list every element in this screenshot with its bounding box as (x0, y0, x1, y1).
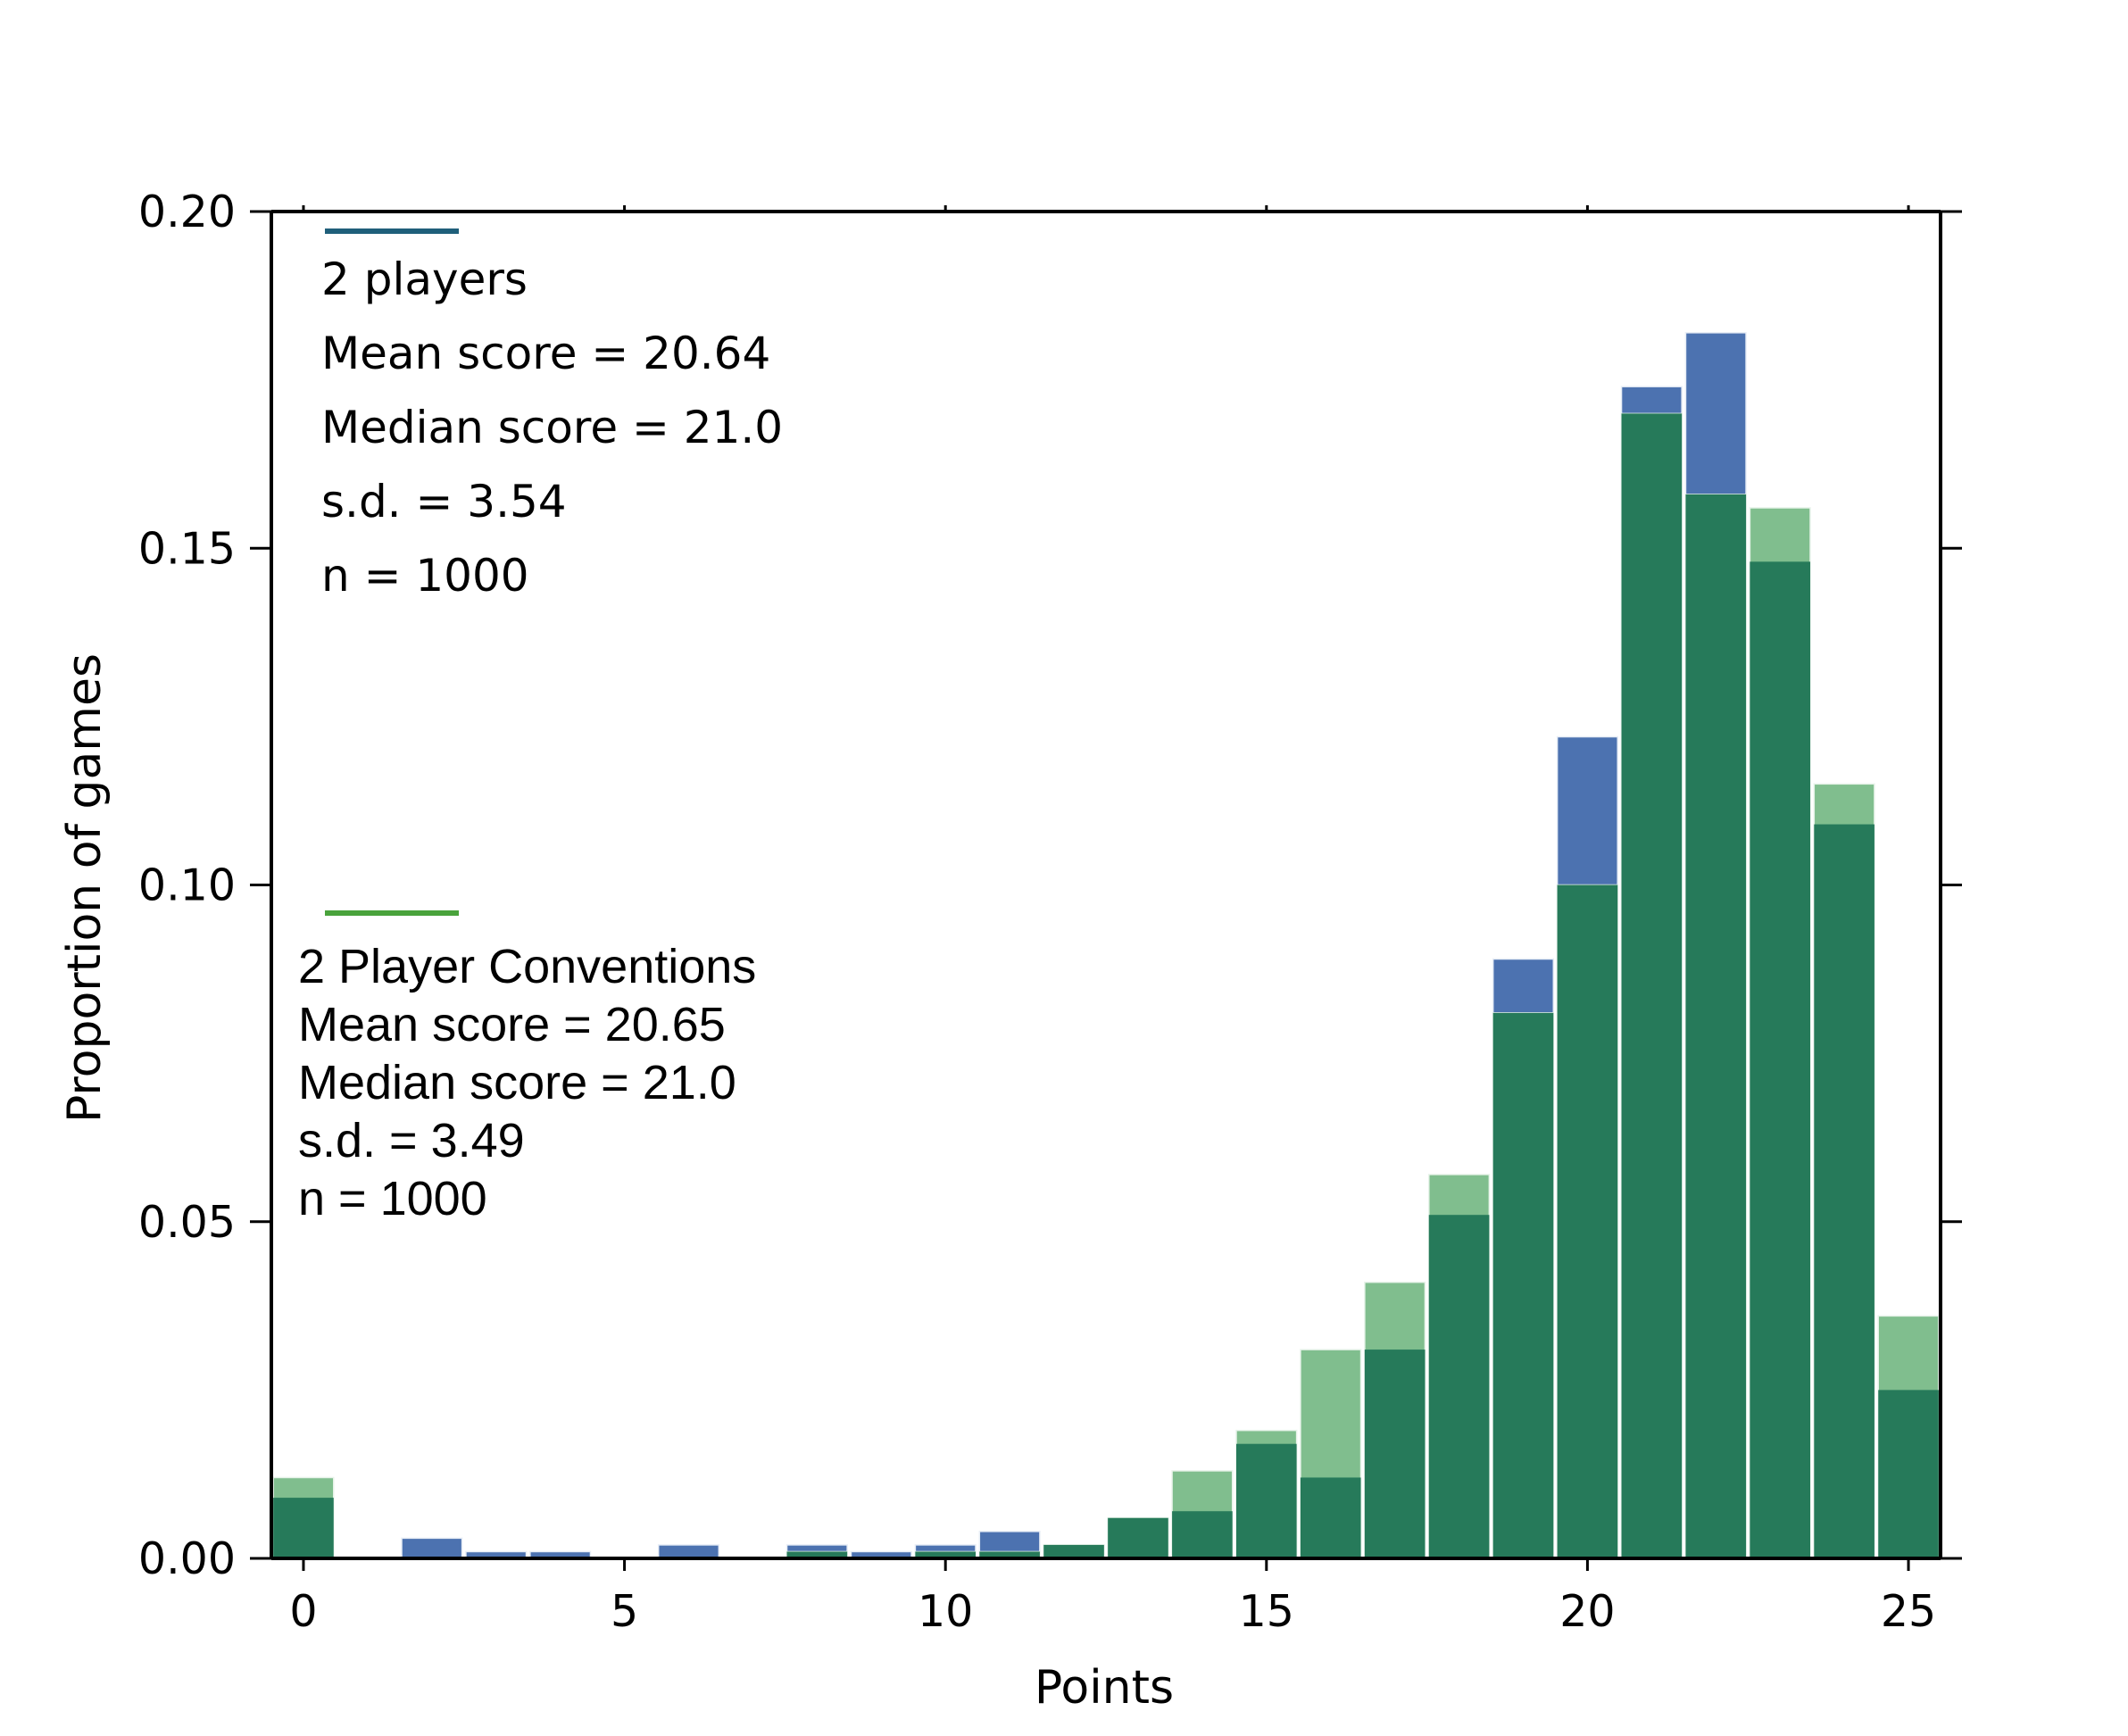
x-tick-label-20: 20 (1559, 1586, 1615, 1637)
bar-overlap-21 (1621, 413, 1683, 1559)
bars-layer (272, 332, 1940, 1559)
bar-overlap-11 (979, 1551, 1040, 1558)
bar-overlap-8 (786, 1551, 848, 1558)
stats-2-players-median: Median score = 21.0 (321, 402, 783, 453)
bar-overlap-23 (1750, 561, 1810, 1558)
bar-overlap-12 (1043, 1544, 1104, 1558)
bar-overlap-13 (1108, 1517, 1168, 1558)
axes-layer: 0 5 10 15 20 25 0.00 0.05 0.10 0.15 0.20 (138, 187, 1962, 1637)
x-axis-title: Points (1035, 1661, 1174, 1715)
stats-conventions-sd: s.d. = 3.49 (298, 1114, 525, 1167)
stats-2-players-mean: Mean score = 20.64 (321, 328, 770, 379)
y-axis-title: Proportion of games (58, 653, 112, 1123)
x-tick-label-5: 5 (611, 1586, 638, 1637)
bar-2-players-6 (657, 1544, 720, 1559)
stats-conventions-median: Median score = 21.0 (298, 1056, 736, 1109)
bar-overlap-17 (1364, 1350, 1426, 1558)
x-tick-label-15: 15 (1239, 1586, 1294, 1637)
stats-2-players-title: 2 players (321, 253, 528, 305)
y-tick-label-0.10: 0.10 (138, 860, 236, 911)
x-tick-label-10: 10 (918, 1586, 973, 1637)
stats-conventions-mean: Mean score = 20.65 (298, 998, 726, 1051)
y-tick-label-0.20: 0.20 (138, 187, 236, 237)
y-tick-label-0.00: 0.00 (138, 1533, 236, 1584)
y-tick-label-0.05: 0.05 (138, 1197, 236, 1248)
bar-2-players-2 (401, 1537, 463, 1559)
bar-overlap-15 (1236, 1443, 1297, 1558)
legend-layer: 2 players Mean score = 20.64 Median scor… (298, 228, 783, 1225)
bar-overlap-14 (1172, 1511, 1233, 1558)
bar-overlap-16 (1300, 1477, 1361, 1558)
bar-overlap-25 (1878, 1390, 1939, 1558)
x-tick-label-25: 25 (1881, 1586, 1936, 1637)
bar-overlap-0 (273, 1498, 334, 1558)
bar-overlap-20 (1557, 885, 1618, 1558)
stats-2-players-n: n = 1000 (321, 550, 529, 602)
stats-conventions-n: n = 1000 (298, 1172, 487, 1225)
bar-overlap-24 (1814, 824, 1874, 1558)
stats-2-players-sd: s.d. = 3.54 (321, 476, 567, 527)
bar-overlap-10 (915, 1551, 976, 1558)
x-tick-label-0: 0 (289, 1586, 317, 1637)
bar-overlap-19 (1492, 1012, 1554, 1558)
stats-conventions-title: 2 Player Conventions (298, 940, 756, 993)
bar-overlap-22 (1685, 494, 1747, 1558)
bar-overlap-18 (1428, 1215, 1490, 1558)
y-tick-label-0.15: 0.15 (138, 523, 236, 574)
